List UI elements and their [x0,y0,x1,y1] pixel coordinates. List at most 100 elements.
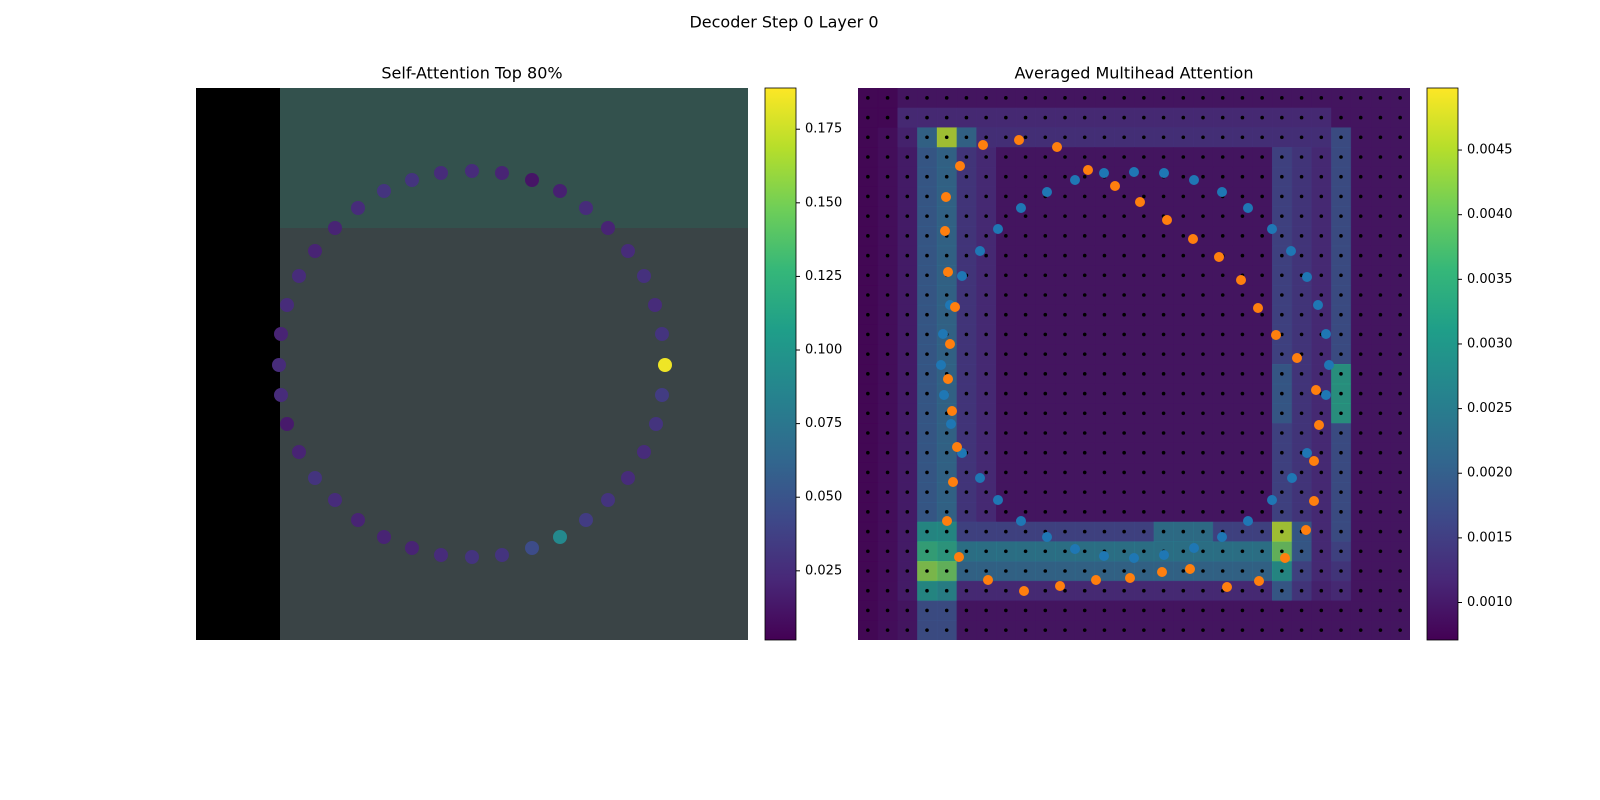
reference-dot [1142,352,1146,356]
reference-dot [984,529,988,534]
reference-dot [1378,312,1383,317]
reference-dot [1181,155,1186,159]
point [1302,272,1312,282]
attention-point [525,173,539,187]
reference-dot [1082,293,1087,297]
reference-dot [1023,490,1028,494]
reference-dot [984,608,988,613]
reference-dot [1142,273,1146,278]
colorbar [764,87,797,641]
reference-dot [1240,96,1245,100]
attention-point [377,530,391,544]
reference-dot [1023,312,1028,317]
reference-dot [905,312,910,317]
reference-dot [1260,234,1264,238]
reference-dot [1082,253,1087,258]
reference-dot [1181,234,1186,238]
reference-dot [1398,96,1402,100]
reference-dot [1220,510,1225,514]
reference-dot [1378,253,1383,258]
reference-dot [1043,214,1048,218]
reference-dot [1043,510,1048,514]
reference-dot [1220,332,1225,337]
reference-dot [1299,431,1304,435]
reference-dot [1122,96,1126,100]
reference-dot [984,569,988,573]
reference-dot [1102,372,1107,376]
reference-dot [964,490,969,494]
reference-dot [944,214,949,218]
attention-point [553,530,567,544]
reference-dot [1319,588,1324,593]
reference-dot [1220,135,1225,140]
colorbar-tick-label: 0.0010 [1467,595,1513,610]
reference-dot [1240,628,1245,632]
reference-dot [1299,293,1304,297]
reference-dot [1201,431,1205,435]
reference-dot [885,155,890,159]
reference-dot [1043,234,1048,238]
reference-dot [1378,391,1383,396]
reference-dot [1358,450,1363,455]
reference-dot [984,352,988,356]
reference-dot [866,529,870,534]
reference-dot [905,510,910,514]
reference-dot [925,174,929,179]
reference-dot [866,628,870,632]
reference-dot [1339,234,1343,238]
reference-dot [1063,352,1067,356]
point [978,140,988,150]
reference-dot [1004,352,1008,356]
reference-dot [1122,115,1126,120]
reference-dot [1201,549,1205,554]
reference-dot [1398,293,1402,297]
reference-dot [1161,391,1166,396]
reference-dot [1082,529,1087,534]
reference-dot [1063,372,1067,376]
reference-dot [866,115,870,120]
point [1309,496,1319,506]
point [1321,390,1331,400]
reference-dot [1122,490,1126,494]
reference-dot [1161,234,1166,238]
reference-dot [1023,352,1028,356]
reference-dot [1240,135,1245,140]
reference-dot [1378,549,1383,554]
reference-dot [1378,174,1383,179]
reference-dot [944,450,949,455]
reference-dot [1023,391,1028,396]
reference-dot [1043,411,1048,416]
reference-dot [1299,470,1304,475]
reference-dot [885,273,890,278]
reference-dot [1102,391,1107,396]
reference-dot [1063,490,1067,494]
reference-dot [1063,391,1067,396]
reference-dot [1358,312,1363,317]
reference-dot [1004,115,1008,120]
reference-dot [1299,253,1304,258]
point [1243,516,1253,526]
reference-dot [1339,510,1343,514]
reference-dot [1220,549,1225,554]
reference-dot [944,135,949,140]
reference-dot [964,332,969,337]
reference-dot [905,549,910,554]
reference-dot [1201,490,1205,494]
reference-dot [885,293,890,297]
reference-dot [1161,510,1166,514]
reference-dot [905,431,910,435]
reference-dot [1082,135,1087,140]
colorbar-tick-label: 0.0015 [1467,530,1513,545]
reference-dot [984,234,988,238]
reference-dot [885,234,890,238]
reference-dot [964,372,969,376]
reference-dot [1023,214,1028,218]
reference-dot [1201,411,1205,416]
reference-dot [1358,391,1363,396]
reference-dot [1102,96,1107,100]
attention-point [280,417,294,431]
reference-dot [1142,588,1146,593]
reference-dot [866,174,870,179]
reference-dot [905,588,910,593]
reference-dot [1161,194,1166,199]
